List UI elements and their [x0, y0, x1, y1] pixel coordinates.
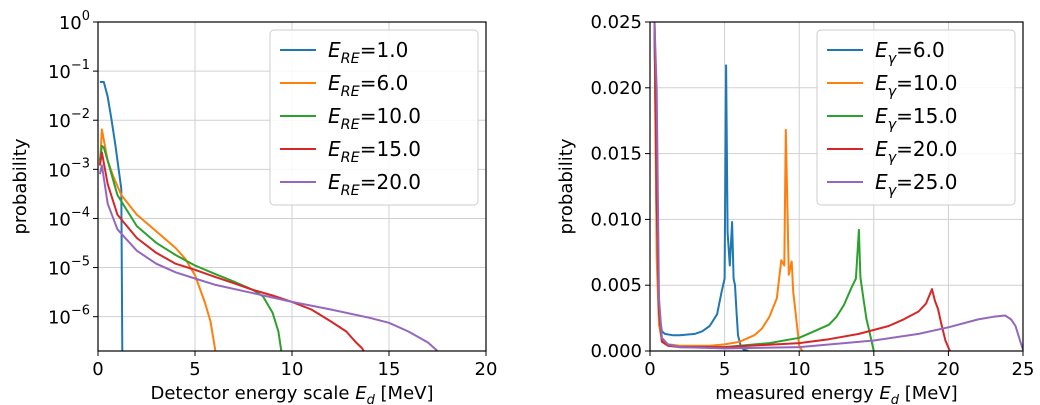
x-tick-label: 20 — [937, 359, 960, 380]
x-tick-label: 25 — [1012, 359, 1035, 380]
y-tick-label: 10−3 — [48, 156, 90, 181]
series-line-3 — [98, 144, 283, 351]
legend-label: Eγ=20.0 — [875, 137, 957, 166]
x-tick-label: 10 — [788, 359, 811, 380]
plot-frame — [649, 21, 1024, 352]
legend-box — [269, 29, 479, 206]
series-line-2 — [98, 128, 217, 351]
x-tick-label: 15 — [378, 359, 401, 380]
series-line-1 — [99, 81, 124, 351]
y-tick-label: 100 — [59, 9, 90, 34]
x-tick-label: 0 — [92, 359, 103, 380]
y-tick-label: 0.010 — [590, 209, 642, 230]
series-line-5 — [98, 164, 439, 351]
x-tick-label: 5 — [189, 359, 200, 380]
x-tick-label: 15 — [862, 359, 885, 380]
series-line-4 — [653, 22, 951, 351]
series-line-1 — [653, 22, 749, 351]
series-line-2 — [653, 22, 804, 351]
y-tick-label: 0.000 — [590, 341, 642, 362]
legend-label: ERE=15.0 — [328, 137, 421, 166]
legend-label: ERE=1.0 — [328, 38, 408, 67]
y-tick-label: 10−2 — [48, 107, 90, 132]
series-line-4 — [98, 151, 365, 351]
x-tick-label: 0 — [644, 359, 655, 380]
x-tick-label: 5 — [719, 359, 730, 380]
legend-label: ERE=10.0 — [328, 104, 421, 133]
legend-label: Eγ=10.0 — [875, 71, 957, 100]
chart-panel-1: 0 5 10 15 20 100 10−1 10−2 10−3 10−4 10−5 10−6 Detec… — [10, 9, 497, 405]
x-axis-label: measured energy Ed​ [MeV] — [715, 383, 957, 405]
legend-box — [816, 29, 1016, 206]
x-tick-label: 10 — [281, 359, 304, 380]
y-tick-label: 10−5 — [48, 255, 90, 280]
y-axis-label: probability — [10, 138, 31, 234]
plot-frame — [97, 21, 487, 352]
x-tick-label: 20 — [475, 359, 498, 380]
y-tick-label: 0.025 — [590, 12, 642, 33]
y-tick-label: 0.015 — [590, 144, 642, 165]
x-axis-label: Detector energy scale Ed​ [MeV] — [151, 383, 434, 405]
legend-label: Eγ=25.0 — [875, 170, 957, 199]
y-tick-label: 0.005 — [590, 275, 642, 296]
legend-label: Eγ=15.0 — [875, 104, 957, 133]
y-tick-label: 0.020 — [590, 78, 642, 99]
series-line-5 — [653, 22, 1023, 351]
y-tick-label: 10−4 — [48, 205, 90, 230]
chart-panel-2: 0 5 10 15 20 25 0.000 0.005 0.010 0.015 0.020 0.025… — [556, 12, 1034, 405]
legend-label: Eγ=6.0 — [875, 38, 945, 67]
y-tick-label: 10−1 — [48, 58, 90, 83]
y-axis-label: probability — [556, 138, 577, 234]
legend-label: ERE=20.0 — [328, 170, 421, 199]
legend-label: ERE=6.0 — [328, 71, 408, 100]
y-tick-label: 10−6 — [48, 304, 90, 329]
series-line-3 — [653, 22, 875, 351]
